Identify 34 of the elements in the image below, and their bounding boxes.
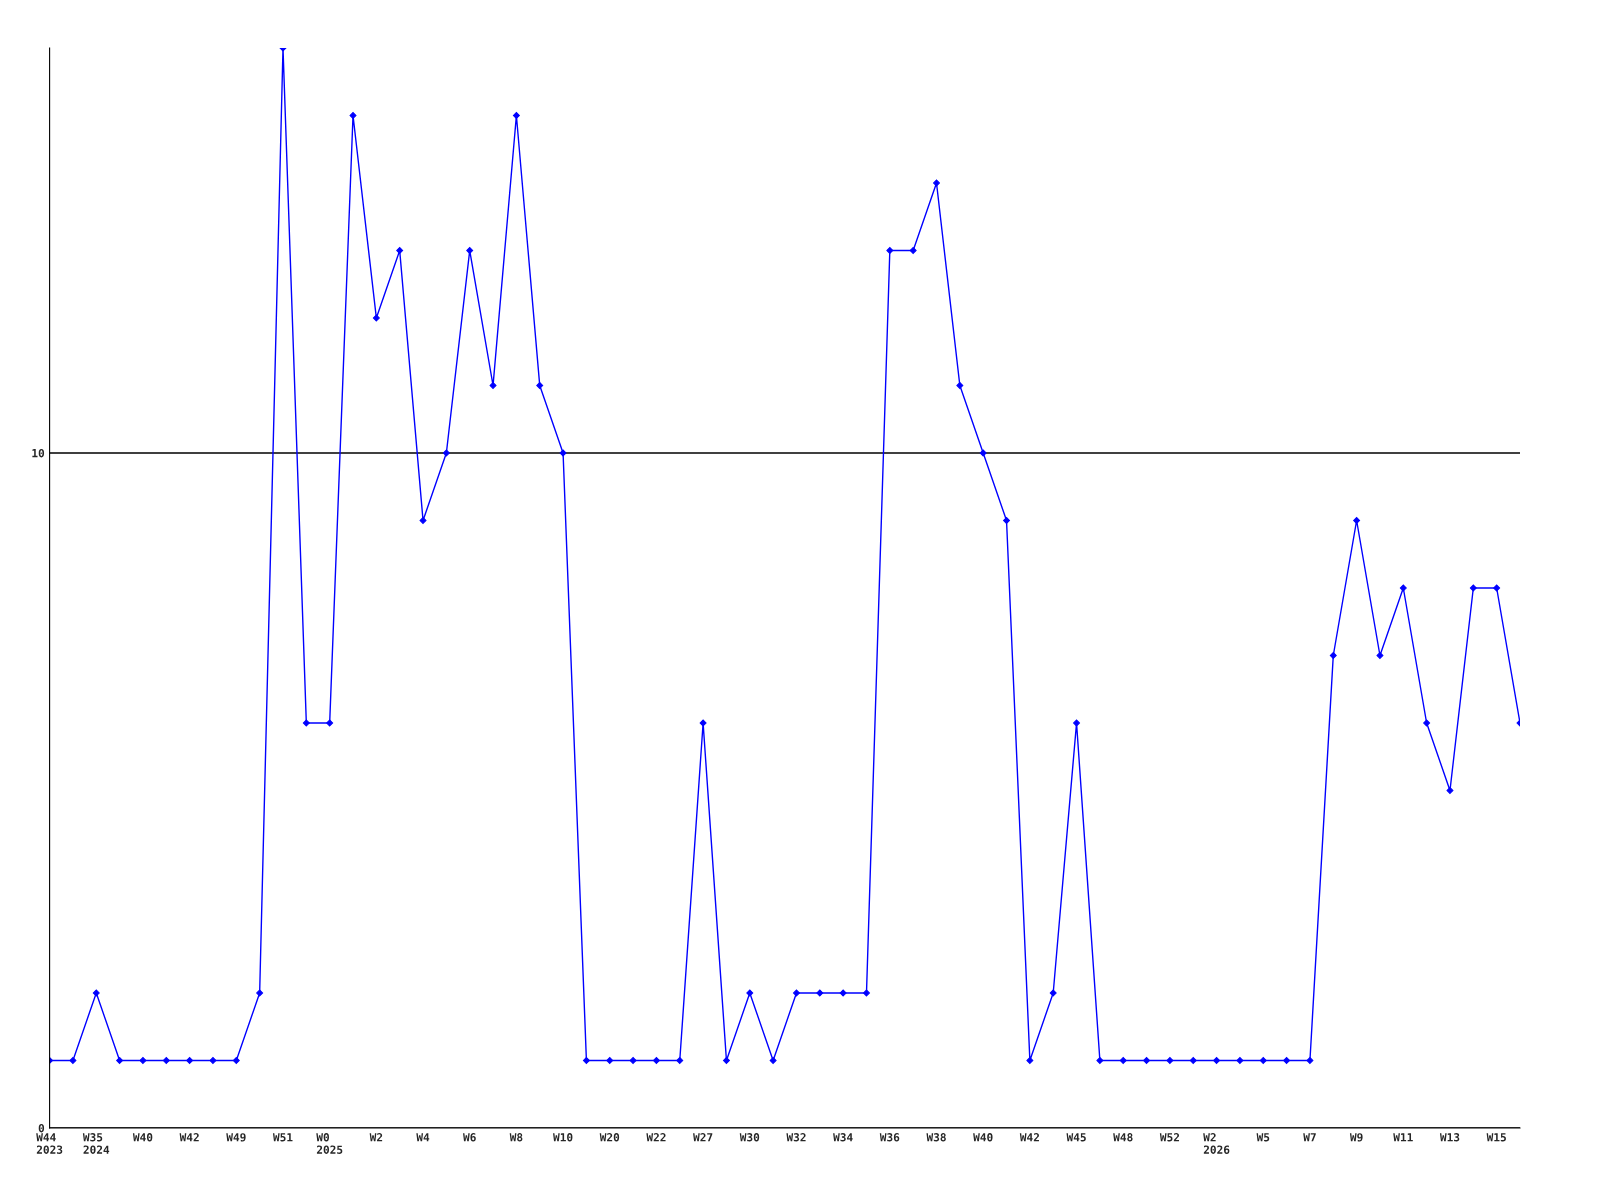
x-tick-label: W52	[1159, 1133, 1180, 1142]
x-tick-label: W2	[369, 1133, 383, 1142]
x-tick-label: W27	[693, 1133, 713, 1142]
x-tick-label: W49	[226, 1133, 246, 1142]
x-tick-label: W22	[646, 1133, 666, 1142]
x-tick-label: W10	[553, 1133, 573, 1142]
x-tick-label: W2 2026	[1203, 1133, 1230, 1154]
x-tick-label: W51	[272, 1133, 293, 1142]
x-tick-label: W7	[1303, 1133, 1316, 1142]
x-tick-label: W45	[1066, 1133, 1086, 1142]
x-tick-label: W44 2023	[36, 1133, 63, 1154]
x-tick-label: W38	[926, 1133, 946, 1142]
x-tick-label: W8	[509, 1133, 523, 1142]
x-tick-label: W42	[1019, 1133, 1039, 1142]
y-tick-label: 10	[32, 448, 45, 458]
x-tick-label: W4	[416, 1133, 430, 1142]
y-tick-label: 0	[38, 1123, 45, 1133]
x-tick-label: W5	[1256, 1133, 1270, 1142]
x-tick-label: W13	[1439, 1133, 1460, 1142]
x-tick-label: W0 2025	[316, 1133, 343, 1154]
x-tick-label: W48	[1113, 1133, 1133, 1142]
x-tick-label: W40	[973, 1133, 993, 1142]
x-tick-label: W11	[1393, 1133, 1413, 1142]
x-tick-label: W35 2024	[82, 1133, 110, 1154]
x-tick-label: W32	[786, 1133, 806, 1142]
x-tick-label: W42	[179, 1133, 199, 1142]
x-tick-label: W40	[132, 1133, 153, 1142]
x-tick-label: W36	[879, 1133, 900, 1142]
x-tick-label: W30	[739, 1133, 760, 1142]
x-tick-label: W9	[1349, 1133, 1363, 1142]
x-tick-label: W6	[463, 1133, 476, 1142]
x-tick-label: W20	[599, 1133, 620, 1142]
x-tick-label: W15	[1486, 1133, 1506, 1142]
x-tick-label: W34	[833, 1133, 853, 1142]
